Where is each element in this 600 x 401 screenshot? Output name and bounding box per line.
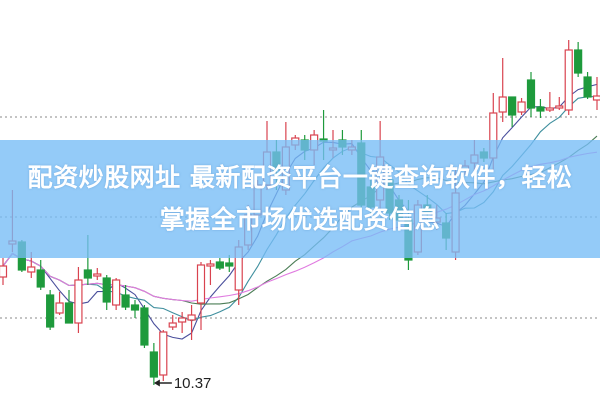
candle-body	[102, 277, 111, 303]
candle-body	[27, 266, 36, 273]
promo-banner: 配资炒股网址 最新配资平台一键查询软件，轻松 掌握全市场优选配资信息	[0, 140, 600, 258]
candle-body	[526, 79, 536, 109]
candle-up	[178, 312, 187, 333]
candle-body	[574, 49, 583, 74]
candle-up	[74, 267, 83, 333]
candle-down	[583, 72, 592, 99]
candle-up	[168, 315, 177, 330]
low-price-label: 10.37	[174, 375, 212, 392]
candle-body	[215, 261, 224, 269]
candle-body	[545, 107, 554, 111]
arrow-head-icon	[153, 379, 160, 387]
candle-body	[46, 294, 55, 328]
candle-body	[64, 302, 74, 324]
candle-down	[140, 305, 149, 348]
candle-body	[187, 314, 196, 321]
candle-down	[526, 72, 536, 117]
candle-body	[592, 95, 600, 101]
banner-line-2: 掌握全市场优选配资信息	[159, 205, 441, 234]
candle-down	[536, 99, 545, 118]
candle-body	[498, 96, 507, 113]
candle-up	[206, 260, 215, 285]
candle-up	[555, 97, 564, 110]
candle-down	[149, 343, 158, 385]
candle-down	[130, 300, 140, 318]
candle-body	[508, 96, 517, 116]
candle-body	[206, 263, 215, 267]
candle-down	[46, 290, 55, 330]
candle-up	[0, 258, 8, 285]
candle-up	[159, 330, 168, 381]
candle-body	[225, 262, 234, 267]
candle-body	[0, 265, 8, 278]
candle-body	[555, 105, 564, 109]
candle-body	[536, 106, 545, 112]
candle-up	[187, 305, 196, 340]
candle-down	[121, 285, 130, 310]
candle-up	[196, 262, 206, 330]
candle-body	[112, 279, 121, 306]
candle-body	[178, 317, 187, 323]
banner-line-1: 配资炒股网址 最新配资平台一键查询软件，轻松	[27, 163, 573, 192]
candle-down	[574, 42, 583, 77]
candle-down	[508, 96, 517, 127]
candle-body	[564, 49, 573, 111]
candle-up	[498, 58, 507, 122]
candle-body	[55, 302, 64, 314]
candle-down	[102, 275, 111, 310]
low-annotation: 10.37	[153, 375, 212, 392]
candle-down	[215, 258, 224, 270]
candle-body	[83, 269, 92, 279]
candle-up	[517, 98, 526, 115]
candle-body	[168, 322, 177, 328]
candle-body	[583, 76, 592, 98]
candle-body	[517, 101, 526, 113]
candle-down	[36, 260, 45, 290]
candle-body	[93, 273, 102, 277]
candle-body	[121, 294, 130, 308]
candle-up	[564, 40, 573, 115]
candle-body	[159, 331, 168, 376]
candle-up	[55, 292, 64, 315]
candle-body	[140, 307, 149, 346]
candle-body	[196, 264, 206, 304]
candle-body	[74, 279, 83, 324]
candle-body	[36, 269, 45, 288]
candle-down	[64, 290, 74, 324]
candle-body	[149, 351, 158, 378]
candle-up	[93, 268, 102, 280]
candle-up	[112, 278, 121, 310]
candle-body	[130, 304, 140, 311]
candle-up	[592, 77, 600, 110]
candle-up	[545, 92, 554, 112]
